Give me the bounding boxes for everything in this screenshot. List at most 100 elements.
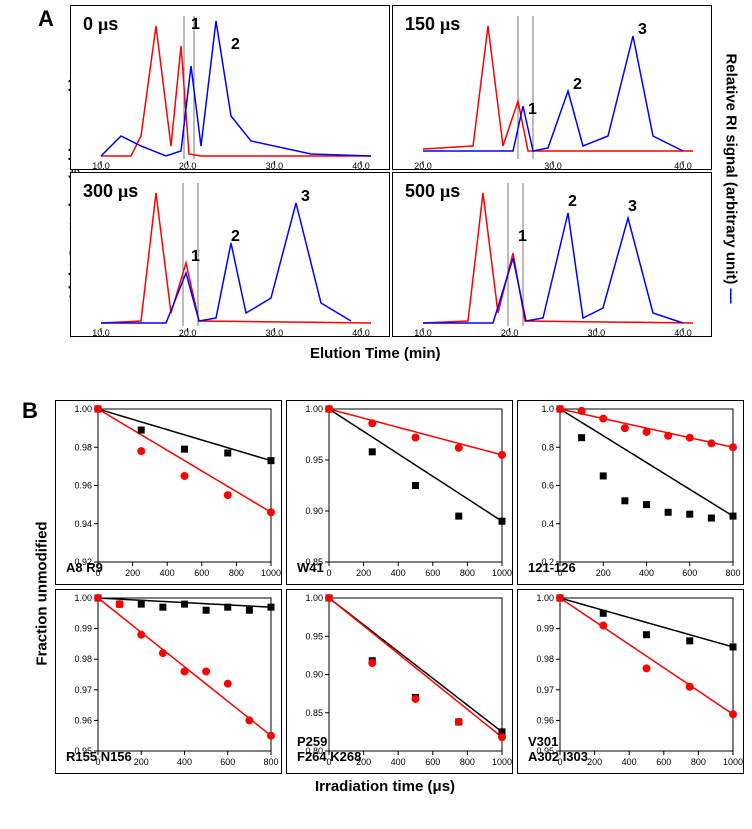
svg-text:0.97: 0.97	[536, 685, 554, 695]
dose-panel-3: 0.950.960.970.980.991.000200400600800R15…	[55, 589, 282, 774]
svg-text:200: 200	[356, 568, 371, 578]
svg-text:800: 800	[725, 568, 740, 578]
svg-text:200: 200	[596, 568, 611, 578]
svg-text:1.0: 1.0	[541, 404, 554, 414]
axis-b-bottom: Irradiation time (μs)	[315, 778, 455, 795]
svg-text:1.00: 1.00	[305, 404, 323, 414]
svg-text:30.0: 30.0	[544, 161, 562, 169]
dose-panel-label: R155 N156	[66, 749, 132, 765]
svg-text:200: 200	[125, 568, 140, 578]
section-a: Light Scattering (arbitrary unit) — Rela…	[30, 5, 730, 375]
svg-text:400: 400	[391, 568, 406, 578]
svg-text:30.0: 30.0	[266, 161, 284, 169]
svg-text:0.99: 0.99	[536, 624, 554, 634]
chrom-time-label: 500 μs	[405, 181, 460, 202]
svg-text:1000: 1000	[492, 568, 512, 578]
svg-text:0.97: 0.97	[74, 685, 92, 695]
axis-a-bottom: Elution Time (min)	[310, 345, 441, 362]
svg-text:20.0: 20.0	[179, 161, 197, 169]
svg-text:600: 600	[220, 757, 235, 767]
svg-text:10.0: 10.0	[92, 328, 110, 336]
svg-text:40.0: 40.0	[674, 328, 692, 336]
chrom-time-label: 150 μs	[405, 14, 460, 35]
svg-text:1.00: 1.00	[74, 404, 92, 414]
peak-label: 3	[638, 21, 647, 39]
svg-text:800: 800	[460, 757, 475, 767]
peak-label: 2	[231, 36, 240, 54]
chrom-time-label: 300 μs	[83, 181, 138, 202]
svg-text:800: 800	[460, 568, 475, 578]
chrom-panel-1: 20.0 30.0 40.0 150 μs 1 2 3	[392, 5, 712, 170]
svg-text:40.0: 40.0	[352, 161, 370, 169]
dose-panel-label: P259F264 K268	[297, 734, 361, 765]
chrom-panel-0: 10.020.030.040.00 μs12	[70, 5, 390, 170]
peak-label: 1	[518, 228, 527, 246]
svg-text:1000: 1000	[261, 568, 281, 578]
peak-label: 3	[628, 198, 637, 216]
peak-label: 2	[573, 76, 582, 94]
dose-panel-label: 121-126	[528, 560, 576, 576]
svg-text:0.4: 0.4	[541, 519, 554, 529]
svg-text:0.8: 0.8	[541, 442, 554, 452]
svg-text:0.94: 0.94	[74, 519, 92, 529]
peak-label: 2	[231, 228, 240, 246]
svg-text:400: 400	[391, 757, 406, 767]
chrom-panel-2: 10.0 20.0 30.0 40.0 300 μs 1 2 3	[70, 172, 390, 337]
svg-text:20.0: 20.0	[501, 328, 519, 336]
svg-text:0.98: 0.98	[74, 442, 92, 452]
svg-text:10.0: 10.0	[92, 161, 110, 169]
svg-text:600: 600	[682, 568, 697, 578]
peak-label: 1	[528, 101, 537, 119]
svg-text:0.98: 0.98	[536, 654, 554, 664]
axis-a-right: Relative RI signal (arbitrary unit) —	[723, 53, 740, 303]
svg-text:40.0: 40.0	[352, 328, 370, 336]
svg-text:600: 600	[656, 757, 671, 767]
section-b: Fraction unmodified Irradiation time (μs…	[15, 400, 735, 820]
axis-b-left: Fraction unmodified	[34, 521, 51, 665]
svg-text:0.95: 0.95	[305, 631, 323, 641]
svg-text:200: 200	[587, 757, 602, 767]
svg-text:800: 800	[263, 757, 278, 767]
svg-text:0.96: 0.96	[536, 715, 554, 725]
svg-text:0.90: 0.90	[305, 670, 323, 680]
svg-text:400: 400	[622, 757, 637, 767]
peak-label: 2	[568, 193, 577, 211]
svg-text:30.0: 30.0	[588, 328, 606, 336]
dose-panel-1: 0.850.900.951.0002004006008001000W41	[286, 400, 513, 585]
svg-text:20.0: 20.0	[414, 161, 432, 169]
svg-text:30.0: 30.0	[266, 328, 284, 336]
svg-text:0.98: 0.98	[74, 654, 92, 664]
svg-text:400: 400	[177, 757, 192, 767]
svg-text:10.0: 10.0	[414, 328, 432, 336]
svg-text:0.6: 0.6	[541, 481, 554, 491]
svg-text:0.99: 0.99	[74, 624, 92, 634]
svg-text:20.0: 20.0	[179, 328, 197, 336]
svg-text:600: 600	[425, 568, 440, 578]
svg-text:1.00: 1.00	[74, 593, 92, 603]
svg-text:40.0: 40.0	[674, 161, 692, 169]
svg-text:800: 800	[229, 568, 244, 578]
svg-text:0.85: 0.85	[305, 708, 323, 718]
peak-label: 1	[191, 248, 200, 266]
dose-panel-0: 0.920.940.960.981.0002004006008001000A8 …	[55, 400, 282, 585]
svg-text:0.96: 0.96	[74, 715, 92, 725]
svg-text:0.96: 0.96	[74, 481, 92, 491]
svg-text:0: 0	[326, 568, 331, 578]
peak-label: 1	[191, 16, 200, 34]
svg-text:400: 400	[160, 568, 175, 578]
dose-panel-4: 0.800.850.900.951.0002004006008001000P25…	[286, 589, 513, 774]
dose-panel-label: V301A302 I303	[528, 734, 588, 765]
svg-text:0.90: 0.90	[305, 506, 323, 516]
dose-panel-2: 0.20.40.60.81.00200400600800121-126	[517, 400, 744, 585]
dose-panel-label: A8 R9	[66, 560, 103, 576]
peak-label: 3	[301, 188, 310, 206]
svg-text:800: 800	[691, 757, 706, 767]
svg-text:1.00: 1.00	[536, 593, 554, 603]
dose-panel-5: 0.950.960.970.980.991.000200400600800100…	[517, 589, 744, 774]
dose-panel-label: W41	[297, 560, 324, 576]
chrom-panel-3: 10.0 20.0 30.0 40.0 500 μs 1 2 3	[392, 172, 712, 337]
svg-text:1000: 1000	[723, 757, 743, 767]
svg-text:0.95: 0.95	[305, 455, 323, 465]
svg-text:400: 400	[639, 568, 654, 578]
svg-text:1.00: 1.00	[305, 593, 323, 603]
